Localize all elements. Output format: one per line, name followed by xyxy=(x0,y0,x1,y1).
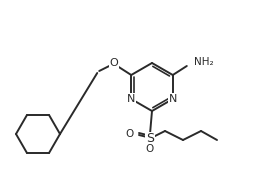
Text: N: N xyxy=(169,94,177,104)
Text: S: S xyxy=(146,132,154,146)
Text: O: O xyxy=(110,58,119,68)
Text: O: O xyxy=(126,129,134,139)
Text: N: N xyxy=(127,94,135,104)
Text: NH₂: NH₂ xyxy=(194,57,214,67)
Text: O: O xyxy=(146,144,154,154)
